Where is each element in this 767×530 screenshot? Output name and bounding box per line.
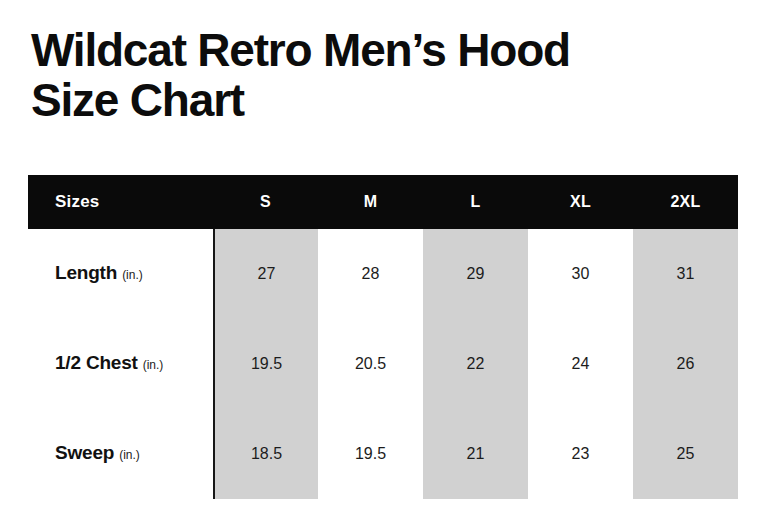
cell-half-chest-l: 22: [423, 319, 528, 409]
cell-length-xl: 30: [528, 229, 633, 319]
cell-sweep-l: 21: [423, 409, 528, 499]
page-title: Wildcat Retro Men’s Hood Size Chart: [31, 25, 570, 125]
row-label-sweep-unit: (in.): [119, 448, 140, 462]
row-label-half-chest-text: 1/2 Chest: [55, 352, 138, 374]
column-header-xl: XL: [528, 175, 633, 229]
column-header-s: S: [213, 175, 318, 229]
row-label-length: Length (in.): [28, 229, 213, 319]
page-title-line-1: Wildcat Retro Men’s Hood: [31, 25, 570, 75]
column-header-2xl: 2XL: [633, 175, 738, 229]
cell-length-l: 29: [423, 229, 528, 319]
row-label-half-chest-unit: (in.): [143, 358, 164, 372]
cell-length-2xl: 31: [633, 229, 738, 319]
row-label-half-chest: 1/2 Chest (in.): [28, 319, 213, 409]
column-header-sizes: Sizes: [28, 175, 213, 229]
column-header-m: M: [318, 175, 423, 229]
row-label-sweep: Sweep (in.): [28, 409, 213, 499]
cell-half-chest-xl: 24: [528, 319, 633, 409]
row-label-length-text: Length: [55, 262, 117, 284]
cell-sweep-m: 19.5: [318, 409, 423, 499]
size-chart-page: Wildcat Retro Men’s Hood Size Chart Size…: [0, 0, 767, 530]
cell-length-s: 27: [213, 229, 318, 319]
cell-half-chest-2xl: 26: [633, 319, 738, 409]
cell-half-chest-m: 20.5: [318, 319, 423, 409]
page-title-line-2: Size Chart: [31, 75, 570, 125]
row-label-sweep-text: Sweep: [55, 442, 114, 464]
cell-sweep-xl: 23: [528, 409, 633, 499]
column-header-l: L: [423, 175, 528, 229]
cell-sweep-s: 18.5: [213, 409, 318, 499]
row-label-length-unit: (in.): [122, 268, 143, 282]
cell-sweep-2xl: 25: [633, 409, 738, 499]
cell-length-m: 28: [318, 229, 423, 319]
cell-half-chest-s: 19.5: [213, 319, 318, 409]
size-chart-table: Sizes S M L XL 2XL Length (in.) 27 28 29…: [28, 175, 738, 499]
